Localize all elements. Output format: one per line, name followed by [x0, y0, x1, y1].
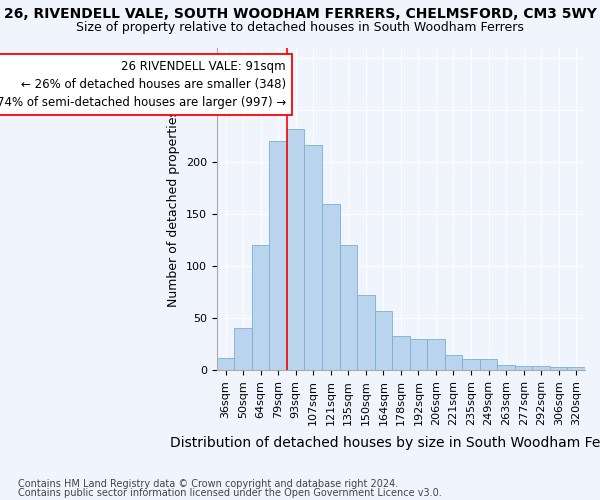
Bar [480, 358, 497, 370]
X-axis label: Distribution of detached houses by size in South Woodham Ferrers: Distribution of detached houses by size … [170, 436, 600, 450]
Bar [235, 328, 252, 370]
Bar [374, 310, 392, 370]
Text: Size of property relative to detached houses in South Woodham Ferrers: Size of property relative to detached ho… [76, 21, 524, 34]
Bar [568, 367, 585, 370]
Bar [532, 366, 550, 370]
Bar [515, 366, 532, 370]
Text: Contains HM Land Registry data © Crown copyright and database right 2024.: Contains HM Land Registry data © Crown c… [18, 479, 398, 489]
Bar [252, 245, 269, 370]
Bar [550, 367, 568, 370]
Text: 26 RIVENDELL VALE: 91sqm
← 26% of detached houses are smaller (348)
74% of semi-: 26 RIVENDELL VALE: 91sqm ← 26% of detach… [0, 60, 286, 109]
Text: 26, RIVENDELL VALE, SOUTH WOODHAM FERRERS, CHELMSFORD, CM3 5WY: 26, RIVENDELL VALE, SOUTH WOODHAM FERRER… [4, 8, 596, 22]
Bar [304, 146, 322, 370]
Bar [410, 339, 427, 370]
Bar [392, 336, 410, 370]
Bar [340, 245, 357, 370]
Bar [497, 365, 515, 370]
Text: Contains public sector information licensed under the Open Government Licence v3: Contains public sector information licen… [18, 488, 442, 498]
Bar [462, 358, 480, 370]
Bar [445, 356, 462, 370]
Y-axis label: Number of detached properties: Number of detached properties [167, 110, 181, 308]
Bar [287, 128, 304, 370]
Bar [322, 204, 340, 370]
Bar [357, 295, 374, 370]
Bar [269, 141, 287, 370]
Bar [427, 339, 445, 370]
Bar [217, 358, 235, 370]
